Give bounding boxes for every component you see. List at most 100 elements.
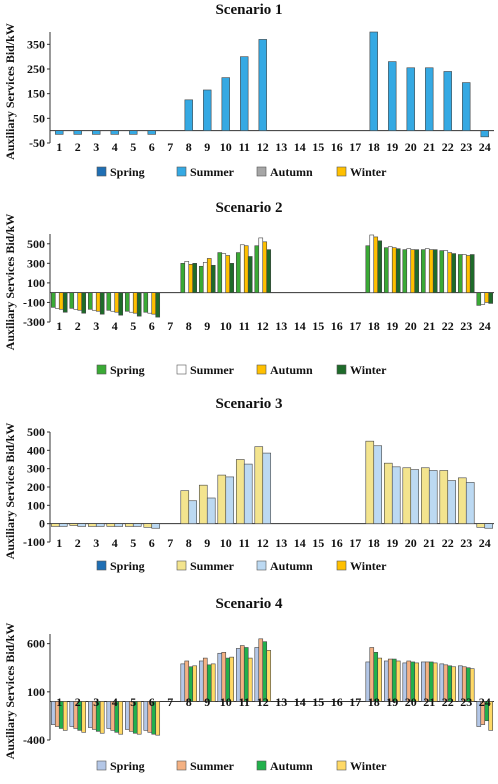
bar-spring	[125, 701, 130, 730]
legend-label-winter: Winter	[350, 165, 387, 179]
bar-summer	[69, 523, 79, 526]
x-tick-label: 5	[130, 695, 136, 709]
bar-winter	[62, 292, 68, 313]
bar-summer	[184, 261, 190, 293]
bar-autumn	[262, 241, 268, 293]
x-tick-label: 9	[204, 140, 210, 154]
x-tick-label: 18	[368, 319, 380, 333]
x-tick-label: 10	[220, 140, 232, 154]
bar-summer	[239, 645, 245, 702]
x-tick-label: 6	[149, 695, 155, 709]
bar-spring	[50, 701, 56, 725]
y-axis-label: Auxiliary Services Bid/kW	[3, 623, 17, 760]
bar-autumn	[243, 647, 249, 702]
bar-spring	[125, 292, 130, 312]
x-tick-label: 24	[479, 695, 491, 709]
bar-winter	[155, 292, 161, 318]
bar-autumn	[151, 292, 157, 315]
x-tick-label: 1	[56, 695, 62, 709]
bar-winter	[99, 701, 105, 734]
y-axis-label: Auxiliary Services Bid/kW	[3, 423, 17, 560]
bar-winter	[81, 292, 87, 314]
bar-summer	[476, 523, 486, 528]
y-tick-label: 100	[27, 498, 45, 512]
x-tick-label: 21	[423, 140, 435, 154]
bar-summer	[217, 474, 227, 524]
x-tick-label: 3	[93, 536, 99, 550]
x-tick-label: 1	[56, 140, 62, 154]
y-tick-label: 250	[27, 62, 45, 76]
bar-summer	[480, 130, 489, 138]
x-tick-label: 21	[423, 319, 435, 333]
bar-spring	[254, 245, 260, 293]
bar-summer	[184, 99, 193, 131]
bar-autumn	[243, 463, 253, 524]
bar-spring	[476, 292, 482, 306]
bar-winter	[488, 701, 494, 731]
legend-label-winter: Winter	[350, 759, 387, 773]
y-tick-label: -100	[23, 535, 45, 549]
bar-autumn	[373, 445, 383, 524]
x-tick-label: 21	[423, 695, 435, 709]
x-tick-label: 23	[460, 536, 472, 550]
legend-swatch-summer	[176, 166, 187, 177]
bar-summer	[110, 130, 119, 135]
bar-summer	[387, 246, 393, 293]
x-tick-label: 7	[167, 319, 173, 333]
x-tick-label: 20	[405, 536, 417, 550]
bar-summer	[462, 82, 471, 131]
bar-summer	[254, 446, 264, 524]
bar-spring	[383, 247, 389, 293]
bar-spring	[217, 252, 223, 293]
x-tick-label: 4	[112, 536, 118, 550]
bar-summer	[54, 292, 60, 309]
y-tick-label: -300	[23, 315, 45, 329]
legend-swatch-summer	[176, 364, 187, 375]
chart-title: Scenario 3	[215, 396, 282, 412]
bar-autumn	[225, 255, 231, 293]
legend-swatch-winter	[336, 760, 347, 771]
bar-autumn	[391, 247, 397, 293]
bar-autumn	[95, 523, 105, 527]
bar-winter	[451, 666, 457, 702]
x-tick-label: 7	[167, 695, 173, 709]
legend-label-summer: Summer	[190, 363, 235, 377]
x-tick-label: 22	[442, 536, 454, 550]
x-tick-label: 24	[479, 140, 491, 154]
x-tick-label: 9	[204, 536, 210, 550]
x-tick-label: 8	[186, 695, 192, 709]
x-tick-label: 18	[368, 695, 380, 709]
bar-winter	[432, 249, 438, 293]
bar-autumn	[447, 252, 453, 293]
y-tick-label: 300	[27, 462, 45, 476]
bar-autumn	[447, 480, 457, 524]
y-tick-label: 300	[27, 256, 45, 270]
bar-autumn	[114, 292, 120, 313]
x-tick-label: 18	[368, 536, 380, 550]
x-tick-label: 11	[239, 140, 250, 154]
bar-spring	[402, 249, 408, 293]
bar-summer	[55, 130, 64, 135]
bar-summer	[180, 490, 190, 524]
legend-label-winter: Winter	[350, 559, 387, 573]
x-tick-label: 5	[130, 140, 136, 154]
chart-title: Scenario 4	[215, 596, 283, 612]
bar-spring	[365, 245, 371, 293]
y-axis-label: Auxiliary Services Bid/kW	[3, 214, 17, 351]
bar-winter	[210, 663, 216, 702]
y-tick-label: 50	[33, 111, 45, 125]
x-tick-label: 23	[460, 695, 472, 709]
x-tick-label: 13	[275, 319, 287, 333]
x-tick-label: 17	[349, 140, 361, 154]
x-tick-label: 14	[294, 319, 306, 333]
bar-summer	[461, 254, 467, 293]
bar-summer	[369, 647, 375, 702]
bar-summer	[106, 523, 116, 527]
bar-winter	[414, 662, 420, 702]
x-tick-label: 9	[204, 319, 210, 333]
bar-summer	[402, 467, 412, 524]
bar-summer	[88, 523, 97, 527]
bar-winter	[395, 660, 401, 702]
legend-label-summer: Summer	[190, 559, 235, 573]
legend-label-spring: Spring	[110, 363, 145, 377]
